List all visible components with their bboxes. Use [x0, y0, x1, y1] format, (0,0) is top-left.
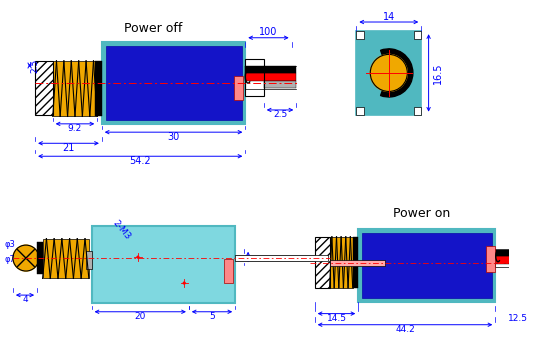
Text: φ3: φ3: [4, 240, 15, 249]
Bar: [362, 233, 492, 298]
Bar: [329, 260, 385, 266]
Bar: [486, 246, 495, 272]
Bar: [245, 59, 264, 96]
Text: 54.2: 54.2: [129, 156, 151, 166]
Bar: [42, 238, 89, 278]
Text: 100: 100: [259, 27, 278, 37]
Text: 2.5: 2.5: [31, 59, 40, 72]
Bar: [224, 259, 233, 283]
Text: Power off: Power off: [124, 22, 182, 35]
Bar: [530, 255, 542, 263]
Bar: [495, 256, 530, 263]
Bar: [414, 31, 421, 39]
Bar: [102, 42, 245, 124]
Text: 2.5: 2.5: [273, 110, 287, 119]
Circle shape: [183, 282, 185, 284]
Text: 16.5: 16.5: [433, 62, 443, 84]
Bar: [106, 46, 241, 120]
Text: 14.5: 14.5: [327, 314, 346, 323]
Text: 20: 20: [135, 312, 146, 321]
Bar: [235, 255, 328, 261]
Bar: [495, 250, 530, 256]
Bar: [92, 226, 235, 303]
Bar: [53, 61, 97, 116]
Bar: [35, 61, 53, 115]
Text: φ7: φ7: [4, 255, 15, 265]
Bar: [245, 73, 296, 81]
Text: 12.5: 12.5: [508, 314, 529, 323]
Text: 5: 5: [209, 312, 215, 321]
Text: 30: 30: [167, 132, 180, 142]
Bar: [264, 81, 296, 88]
Bar: [86, 251, 92, 269]
Text: φ6: φ6: [266, 70, 277, 79]
Bar: [353, 237, 358, 288]
Bar: [95, 61, 102, 116]
Bar: [356, 107, 364, 115]
Bar: [245, 66, 296, 73]
Bar: [329, 237, 353, 288]
Circle shape: [13, 245, 39, 271]
Text: 2-M3: 2-M3: [111, 219, 133, 242]
Bar: [414, 107, 421, 115]
Wedge shape: [381, 49, 413, 97]
Bar: [315, 237, 329, 288]
Text: 44.2: 44.2: [395, 325, 415, 334]
Text: 14: 14: [383, 12, 395, 22]
Circle shape: [137, 256, 139, 258]
Bar: [37, 242, 42, 274]
Bar: [356, 31, 421, 115]
Text: 9.2: 9.2: [68, 124, 82, 133]
Bar: [356, 31, 364, 39]
Bar: [364, 39, 414, 107]
Text: 21: 21: [62, 143, 75, 153]
Text: 8: 8: [251, 254, 260, 260]
Circle shape: [370, 54, 408, 91]
Text: Power on: Power on: [393, 207, 450, 220]
Text: 4: 4: [22, 295, 28, 304]
Bar: [234, 76, 244, 100]
Bar: [358, 229, 495, 302]
